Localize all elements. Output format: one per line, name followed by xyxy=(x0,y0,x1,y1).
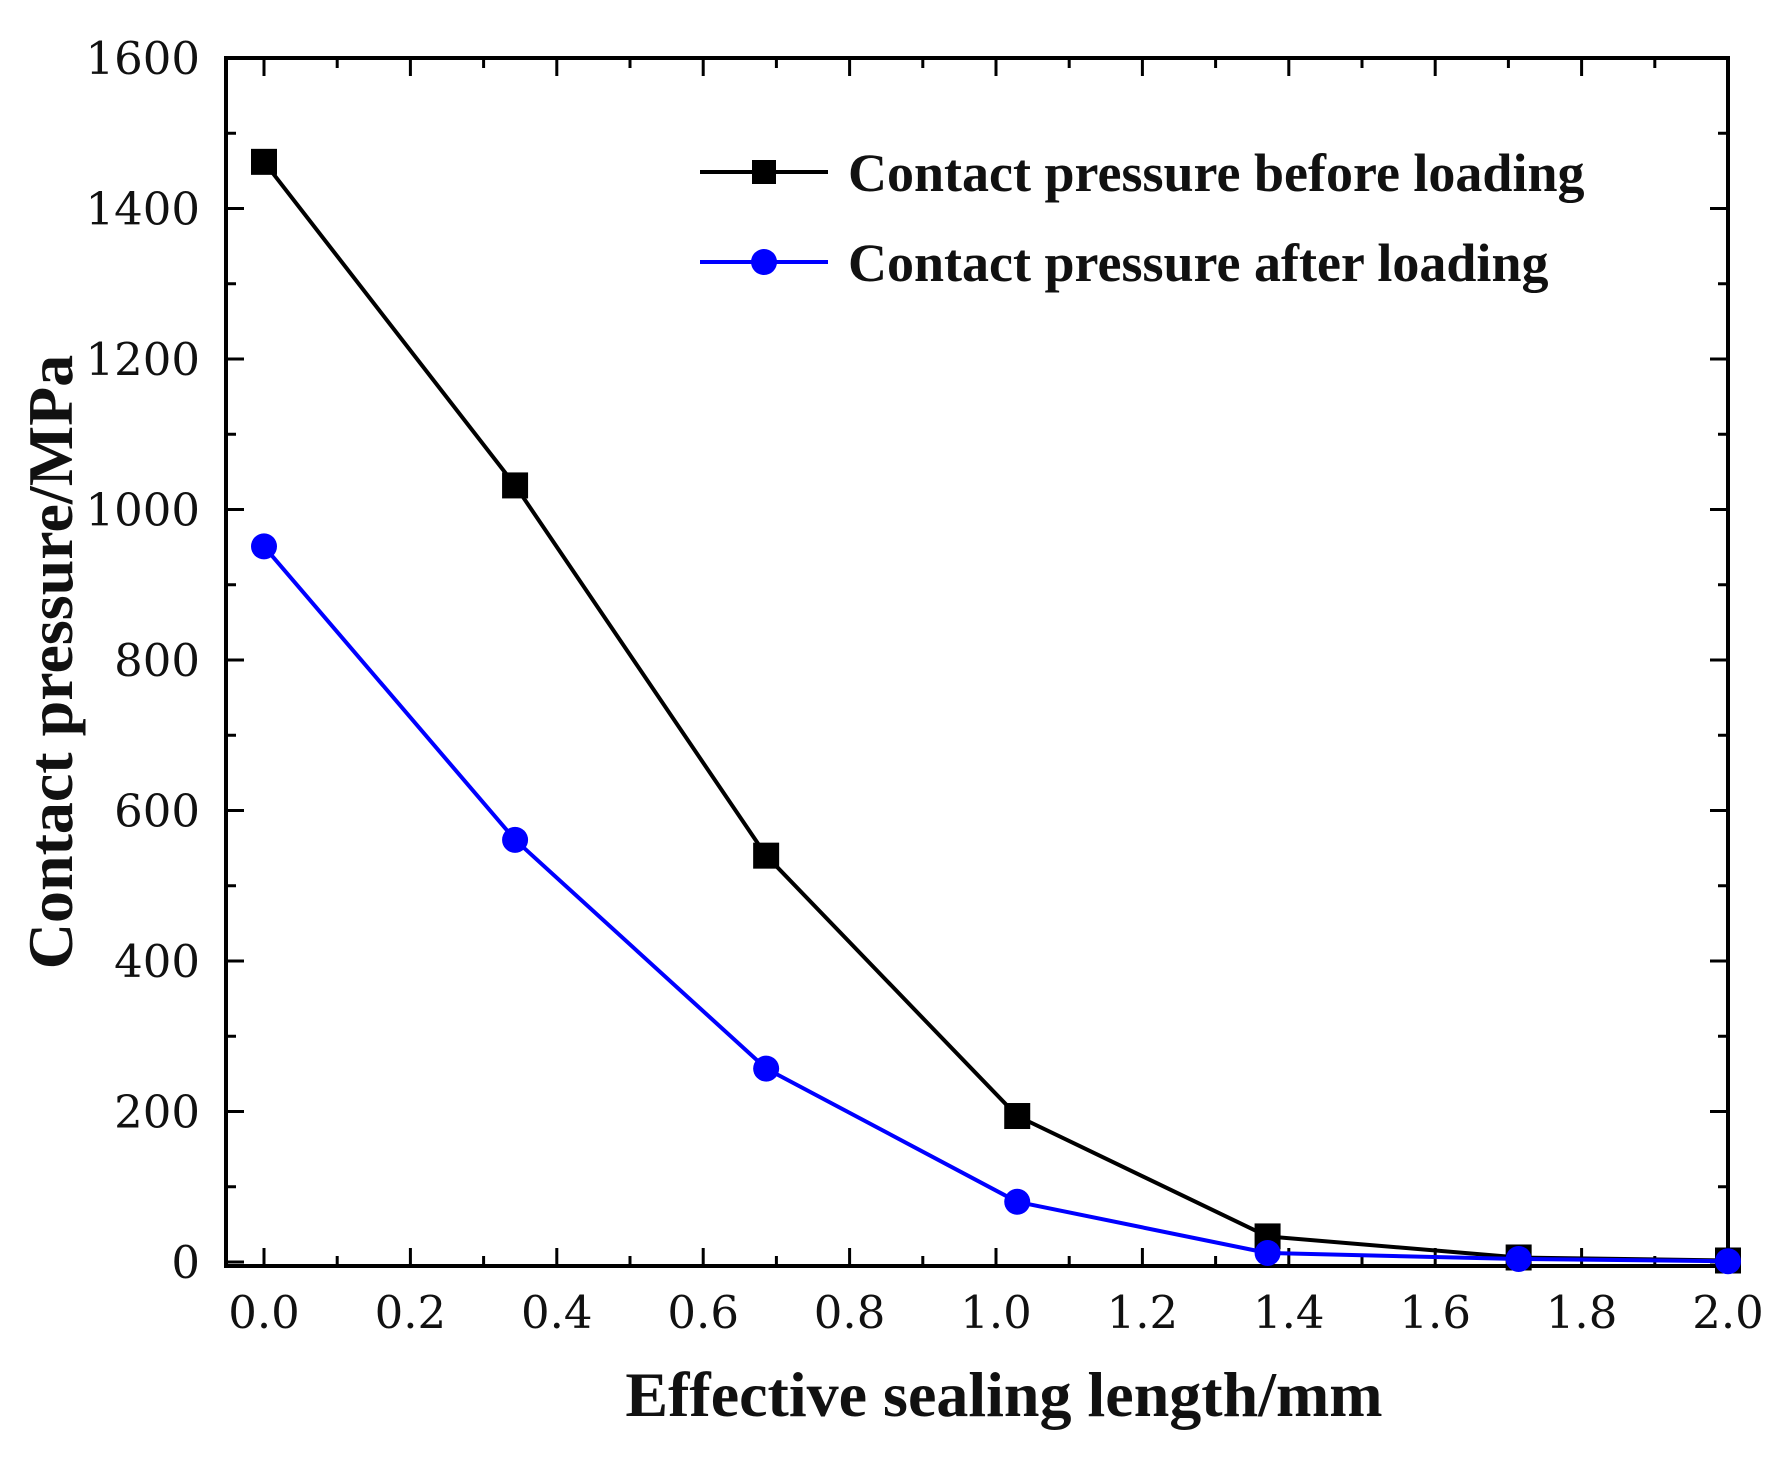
y-axis-title: Contact pressure/MPa xyxy=(15,355,86,969)
axis-ticks: 0.0 0.2 0.4 0.6 0.8 1.0 1.2 1.4 1.6 1.8 2.0 0 200 400… xyxy=(85,32,1763,1339)
data-point-after xyxy=(1505,1245,1532,1272)
x-axis-title: Effective sealing length/mm xyxy=(625,1359,1382,1430)
x-tick-label: 0.0 xyxy=(228,1286,300,1339)
data-point-after xyxy=(1715,1248,1741,1275)
x-tick-label: 0.4 xyxy=(521,1286,593,1339)
y-tick-label: 1400 xyxy=(85,183,200,236)
data-point-after xyxy=(1004,1188,1031,1215)
data-point-after xyxy=(251,533,277,560)
y-tick-label: 800 xyxy=(114,634,200,687)
x-tick-label: 1.0 xyxy=(960,1286,1032,1339)
y-tick-label: 0 xyxy=(171,1236,200,1289)
x-tick-label: 2.0 xyxy=(1692,1286,1764,1339)
x-tick-label: 0.8 xyxy=(814,1286,886,1339)
y-tick-label: 1200 xyxy=(85,333,200,386)
legend-entry-before: Contact pressure before loading xyxy=(700,143,1585,203)
x-tick-label: 1.2 xyxy=(1107,1286,1179,1339)
data-point-before xyxy=(502,472,529,499)
legend-label-before: Contact pressure before loading xyxy=(848,143,1585,203)
legend-marker-after xyxy=(751,249,777,275)
y-tick-label: 200 xyxy=(114,1086,200,1139)
plot-frame xyxy=(224,56,1730,1268)
y-tick-label: 600 xyxy=(114,785,200,838)
data-point-after xyxy=(753,1055,780,1082)
legend: Contact pressure before loading Contact … xyxy=(700,143,1585,293)
legend-label-after: Contact pressure after loading xyxy=(848,233,1548,293)
y-tick-label: 1600 xyxy=(85,32,200,85)
y-tick-label: 400 xyxy=(114,935,200,988)
series-layer xyxy=(251,148,1741,1275)
data-point-before xyxy=(1004,1103,1031,1130)
data-point-after xyxy=(502,826,529,853)
x-tick-label: 1.6 xyxy=(1399,1286,1471,1339)
x-tick-label: 1.4 xyxy=(1253,1286,1325,1339)
data-point-before xyxy=(251,148,277,175)
data-point-before xyxy=(753,842,780,869)
x-tick-label: 0.2 xyxy=(375,1286,447,1339)
data-point-after xyxy=(1254,1239,1281,1266)
x-tick-label: 0.6 xyxy=(667,1286,739,1339)
legend-entry-after: Contact pressure after loading xyxy=(700,233,1548,293)
y-tick-label: 1000 xyxy=(85,484,200,537)
x-tick-label: 1.8 xyxy=(1546,1286,1618,1339)
legend-marker-before xyxy=(752,160,776,184)
